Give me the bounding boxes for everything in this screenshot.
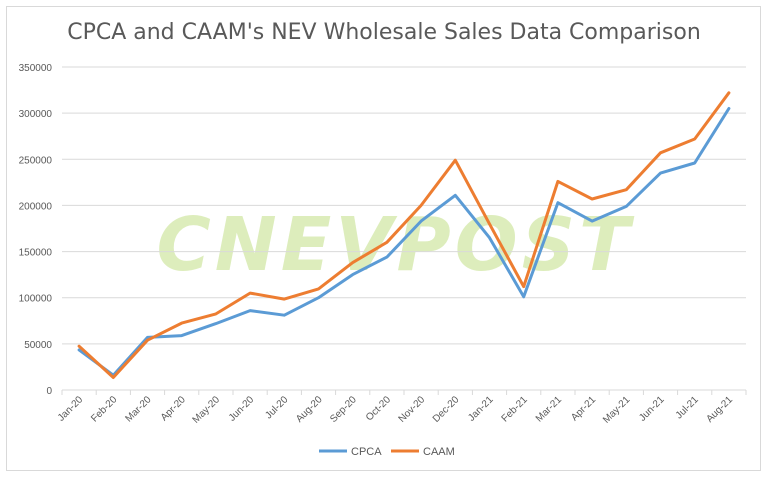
x-tick-label: Nov-20 xyxy=(397,394,428,425)
y-tick-label: 100000 xyxy=(19,294,53,305)
chart-title: CPCA and CAAM's NEV Wholesale Sales Data… xyxy=(67,20,701,45)
x-tick-label: Jun-20 xyxy=(227,394,257,424)
legend-label-cpca: CPCA xyxy=(351,446,382,458)
x-tick-label: Oct-20 xyxy=(364,394,393,423)
chart-frame xyxy=(6,6,761,471)
x-tick-label: Feb-21 xyxy=(500,394,530,424)
x-tick-label: Apr-21 xyxy=(569,394,598,423)
series-line-caam xyxy=(77,91,731,379)
legend-label-caam: CAAM xyxy=(423,446,455,458)
x-tick-label: Jul-20 xyxy=(263,394,290,421)
x-tick-label: Mar-21 xyxy=(534,394,564,424)
x-tick-label: Jan-21 xyxy=(466,394,496,424)
x-tick-label: Jul-21 xyxy=(674,394,701,421)
x-tick-label: Aug-20 xyxy=(294,394,325,425)
x-tick-label: Jan-20 xyxy=(56,394,86,424)
watermark: CNEVPOST xyxy=(157,202,635,288)
x-tick-label: May-20 xyxy=(191,394,223,426)
x-tick-label: Aug-21 xyxy=(704,394,735,425)
y-tick-label: 200000 xyxy=(19,201,53,212)
x-tick-label: Feb-20 xyxy=(89,394,119,424)
y-tick-label: 350000 xyxy=(19,63,53,74)
x-tick-label: Jun-21 xyxy=(637,394,667,424)
x-tick-label: May-21 xyxy=(601,394,633,426)
series-line-cpca xyxy=(77,107,731,377)
y-tick-label: 150000 xyxy=(19,248,53,259)
x-tick-label: Mar-20 xyxy=(123,394,153,424)
y-tick-label: 250000 xyxy=(19,155,53,166)
x-tick-label: Dec-20 xyxy=(431,394,462,425)
y-tick-label: 300000 xyxy=(19,109,53,120)
x-tick-label: Sep-20 xyxy=(328,394,359,425)
x-tick-label: Apr-20 xyxy=(159,394,188,423)
y-tick-label: 50000 xyxy=(24,340,52,351)
y-tick-label: 0 xyxy=(46,386,52,397)
